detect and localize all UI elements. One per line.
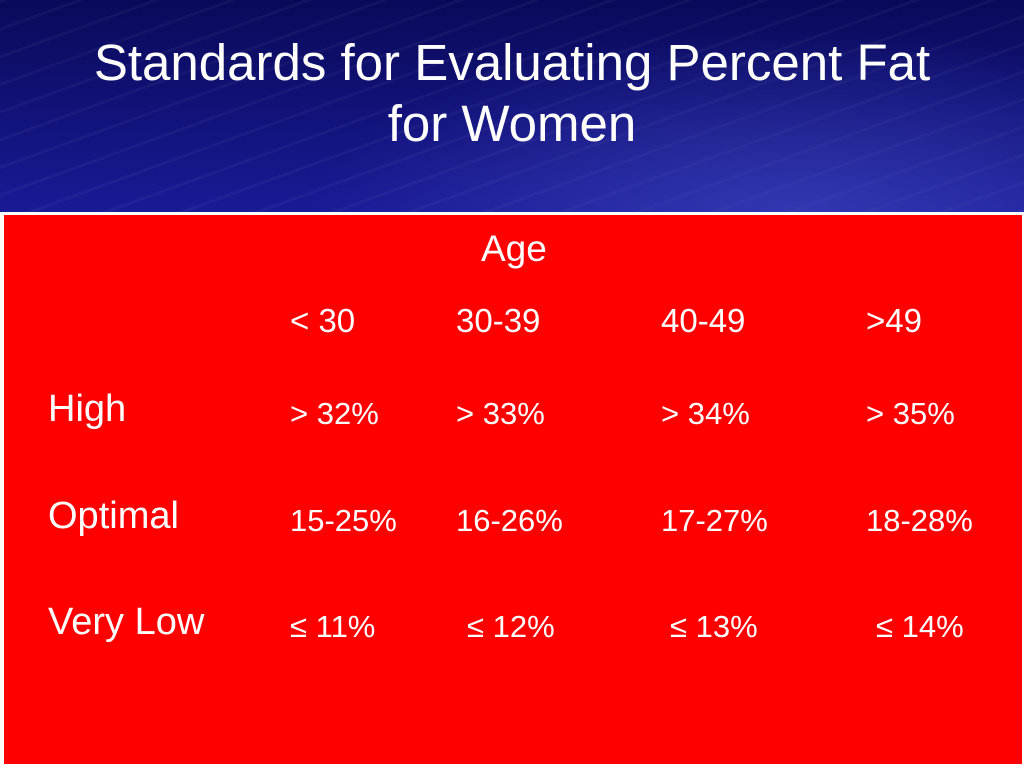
cell-very-low-over-49: ≤ 14% [876, 609, 964, 644]
cell-high-under-30: > 32% [290, 396, 379, 431]
slide-title-line-2: for Women [387, 95, 637, 152]
column-header-30-39: 30-39 [456, 302, 541, 339]
column-header-40-49: 40-49 [661, 302, 746, 339]
cell-high-30-39: > 33% [456, 396, 545, 431]
row-label-very-low: Very Low [48, 601, 205, 643]
slide-title-line-1: Standards for Evaluating Percent Fat [93, 34, 931, 91]
cell-optimal-over-49: 18-28% [866, 503, 973, 538]
cell-very-low-40-49: ≤ 13% [670, 609, 758, 644]
cell-optimal-under-30: 15-25% [290, 503, 397, 538]
slide-title: Standards for Evaluating Percent Fat for… [20, 32, 1004, 154]
cell-optimal-30-39: 16-26% [456, 503, 563, 538]
cell-very-low-30-39: ≤ 12% [467, 609, 555, 644]
cell-high-over-49: > 35% [866, 396, 955, 431]
row-label-optimal: Optimal [48, 495, 179, 537]
cell-high-40-49: > 34% [661, 396, 750, 431]
bottom-border [0, 764, 1024, 768]
age-group-header: Age [481, 228, 547, 269]
row-label-high: High [48, 388, 127, 430]
column-header-over-49: >49 [866, 302, 922, 339]
content-panel [2, 213, 1024, 765]
cell-very-low-under-30: ≤ 11% [290, 609, 376, 644]
title-banner: Standards for Evaluating Percent Fat for… [0, 0, 1024, 212]
column-header-under-30: < 30 [290, 302, 356, 339]
cell-optimal-40-49: 17-27% [661, 503, 768, 538]
